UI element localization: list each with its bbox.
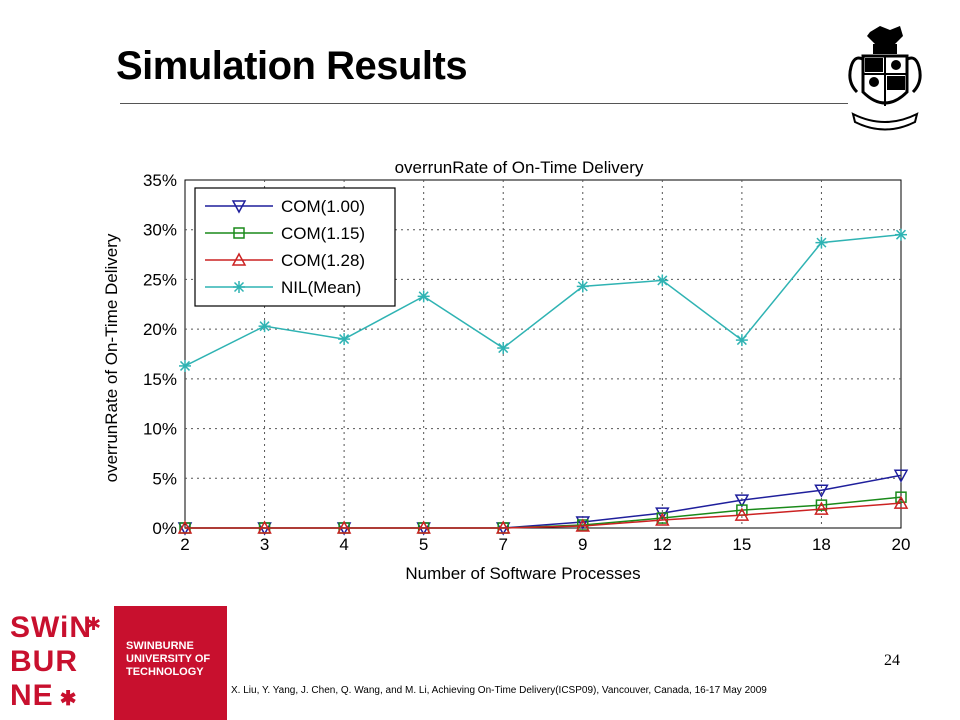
logo-line-3: NE ✱ bbox=[10, 679, 78, 712]
y-tick-label: 15% bbox=[143, 370, 177, 389]
legend-label: COM(1.28) bbox=[281, 251, 365, 270]
data-point bbox=[497, 342, 510, 355]
data-point bbox=[417, 290, 430, 303]
data-point bbox=[416, 520, 431, 534]
data-point bbox=[815, 499, 828, 511]
y-tick-label: 10% bbox=[143, 420, 177, 439]
x-tick-label: 12 bbox=[653, 535, 672, 554]
data-point bbox=[575, 518, 591, 532]
y-tick-label: 25% bbox=[143, 270, 177, 289]
logo-line-1: SWiN bbox=[10, 611, 93, 644]
x-tick-label: 3 bbox=[260, 535, 269, 554]
data-point bbox=[177, 520, 193, 534]
data-point bbox=[656, 274, 669, 287]
data-point bbox=[655, 512, 670, 526]
legend-marker bbox=[233, 227, 245, 239]
y-tick-label: 35% bbox=[143, 171, 177, 190]
x-tick-label: 15 bbox=[732, 535, 751, 554]
title-rule bbox=[120, 103, 848, 104]
line-chart: overrunRate of On-Time Delivery overrunR… bbox=[102, 158, 911, 583]
logo-line-2: BUR bbox=[10, 645, 78, 678]
legend-marker bbox=[231, 200, 247, 214]
star-icon: ✱ bbox=[86, 614, 102, 634]
data-point bbox=[895, 491, 907, 503]
legend-entry: COM(1.00) bbox=[205, 197, 365, 216]
data-point bbox=[734, 494, 750, 508]
logo-wordmark: SWiN BUR NE ✱ ✱ bbox=[0, 606, 114, 720]
legend-label: COM(1.00) bbox=[281, 197, 365, 216]
data-point bbox=[814, 484, 829, 498]
citation: X. Liu, Y. Yang, J. Chen, Q. Wang, and M… bbox=[231, 685, 767, 696]
chart-xlabel: Number of Software Processes bbox=[405, 564, 640, 583]
series-line bbox=[184, 233, 902, 367]
y-tick-label: 30% bbox=[143, 221, 177, 240]
page-number: 24 bbox=[884, 652, 900, 669]
legend-marker bbox=[233, 281, 245, 293]
chart-legend: COM(1.00) COM(1.15) COM(1.28) NIL(Mean) bbox=[194, 187, 396, 307]
chart-title: overrunRate of On-Time Delivery bbox=[395, 158, 644, 177]
data-point bbox=[893, 469, 909, 483]
x-tick-label: 4 bbox=[339, 535, 348, 554]
y-tick-label: 20% bbox=[143, 320, 177, 339]
data-point bbox=[814, 501, 829, 515]
y-tick-label: 5% bbox=[152, 469, 177, 488]
data-point bbox=[338, 333, 351, 346]
legend-marker bbox=[231, 252, 247, 266]
university-name: SWINBURNE UNIVERSITY OF TECHNOLOGY bbox=[126, 640, 211, 678]
legend-label: NIL(Mean) bbox=[281, 278, 361, 297]
university-crest-icon bbox=[848, 26, 922, 131]
x-tick-label: 2 bbox=[180, 535, 189, 554]
y-tick-label: 0% bbox=[152, 519, 177, 538]
x-tick-label: 18 bbox=[812, 535, 831, 554]
star-icon: ✱ bbox=[59, 688, 78, 710]
data-point bbox=[258, 320, 271, 333]
data-point bbox=[575, 516, 591, 530]
legend-entry: COM(1.28) bbox=[205, 251, 365, 270]
x-tick-label: 9 bbox=[578, 535, 587, 554]
data-point bbox=[495, 520, 511, 534]
legend-entry: NIL(Mean) bbox=[205, 278, 361, 297]
data-point bbox=[895, 228, 907, 241]
x-tick-label: 5 bbox=[419, 535, 428, 554]
data-point bbox=[257, 520, 272, 534]
legend-entry: COM(1.15) bbox=[205, 224, 365, 243]
data-point bbox=[734, 507, 750, 521]
data-point bbox=[815, 236, 828, 249]
data-point bbox=[893, 495, 909, 509]
data-point bbox=[336, 520, 352, 534]
data-point bbox=[179, 359, 191, 372]
legend-label: COM(1.15) bbox=[281, 224, 365, 243]
chart-ylabel: overrunRate of On-Time Delivery bbox=[102, 233, 121, 482]
data-point bbox=[735, 334, 748, 347]
swinburne-logo: SWiN BUR NE ✱ ✱ SWINBURNE UNIVERSITY OF T… bbox=[0, 606, 227, 720]
data-point bbox=[576, 280, 589, 293]
series-line bbox=[185, 502, 902, 529]
logo-university-panel: SWINBURNE UNIVERSITY OF TECHNOLOGY bbox=[114, 606, 227, 720]
slide-title: Simulation Results bbox=[116, 44, 468, 88]
x-tick-label: 20 bbox=[892, 535, 911, 554]
x-tick-label: 7 bbox=[498, 535, 507, 554]
